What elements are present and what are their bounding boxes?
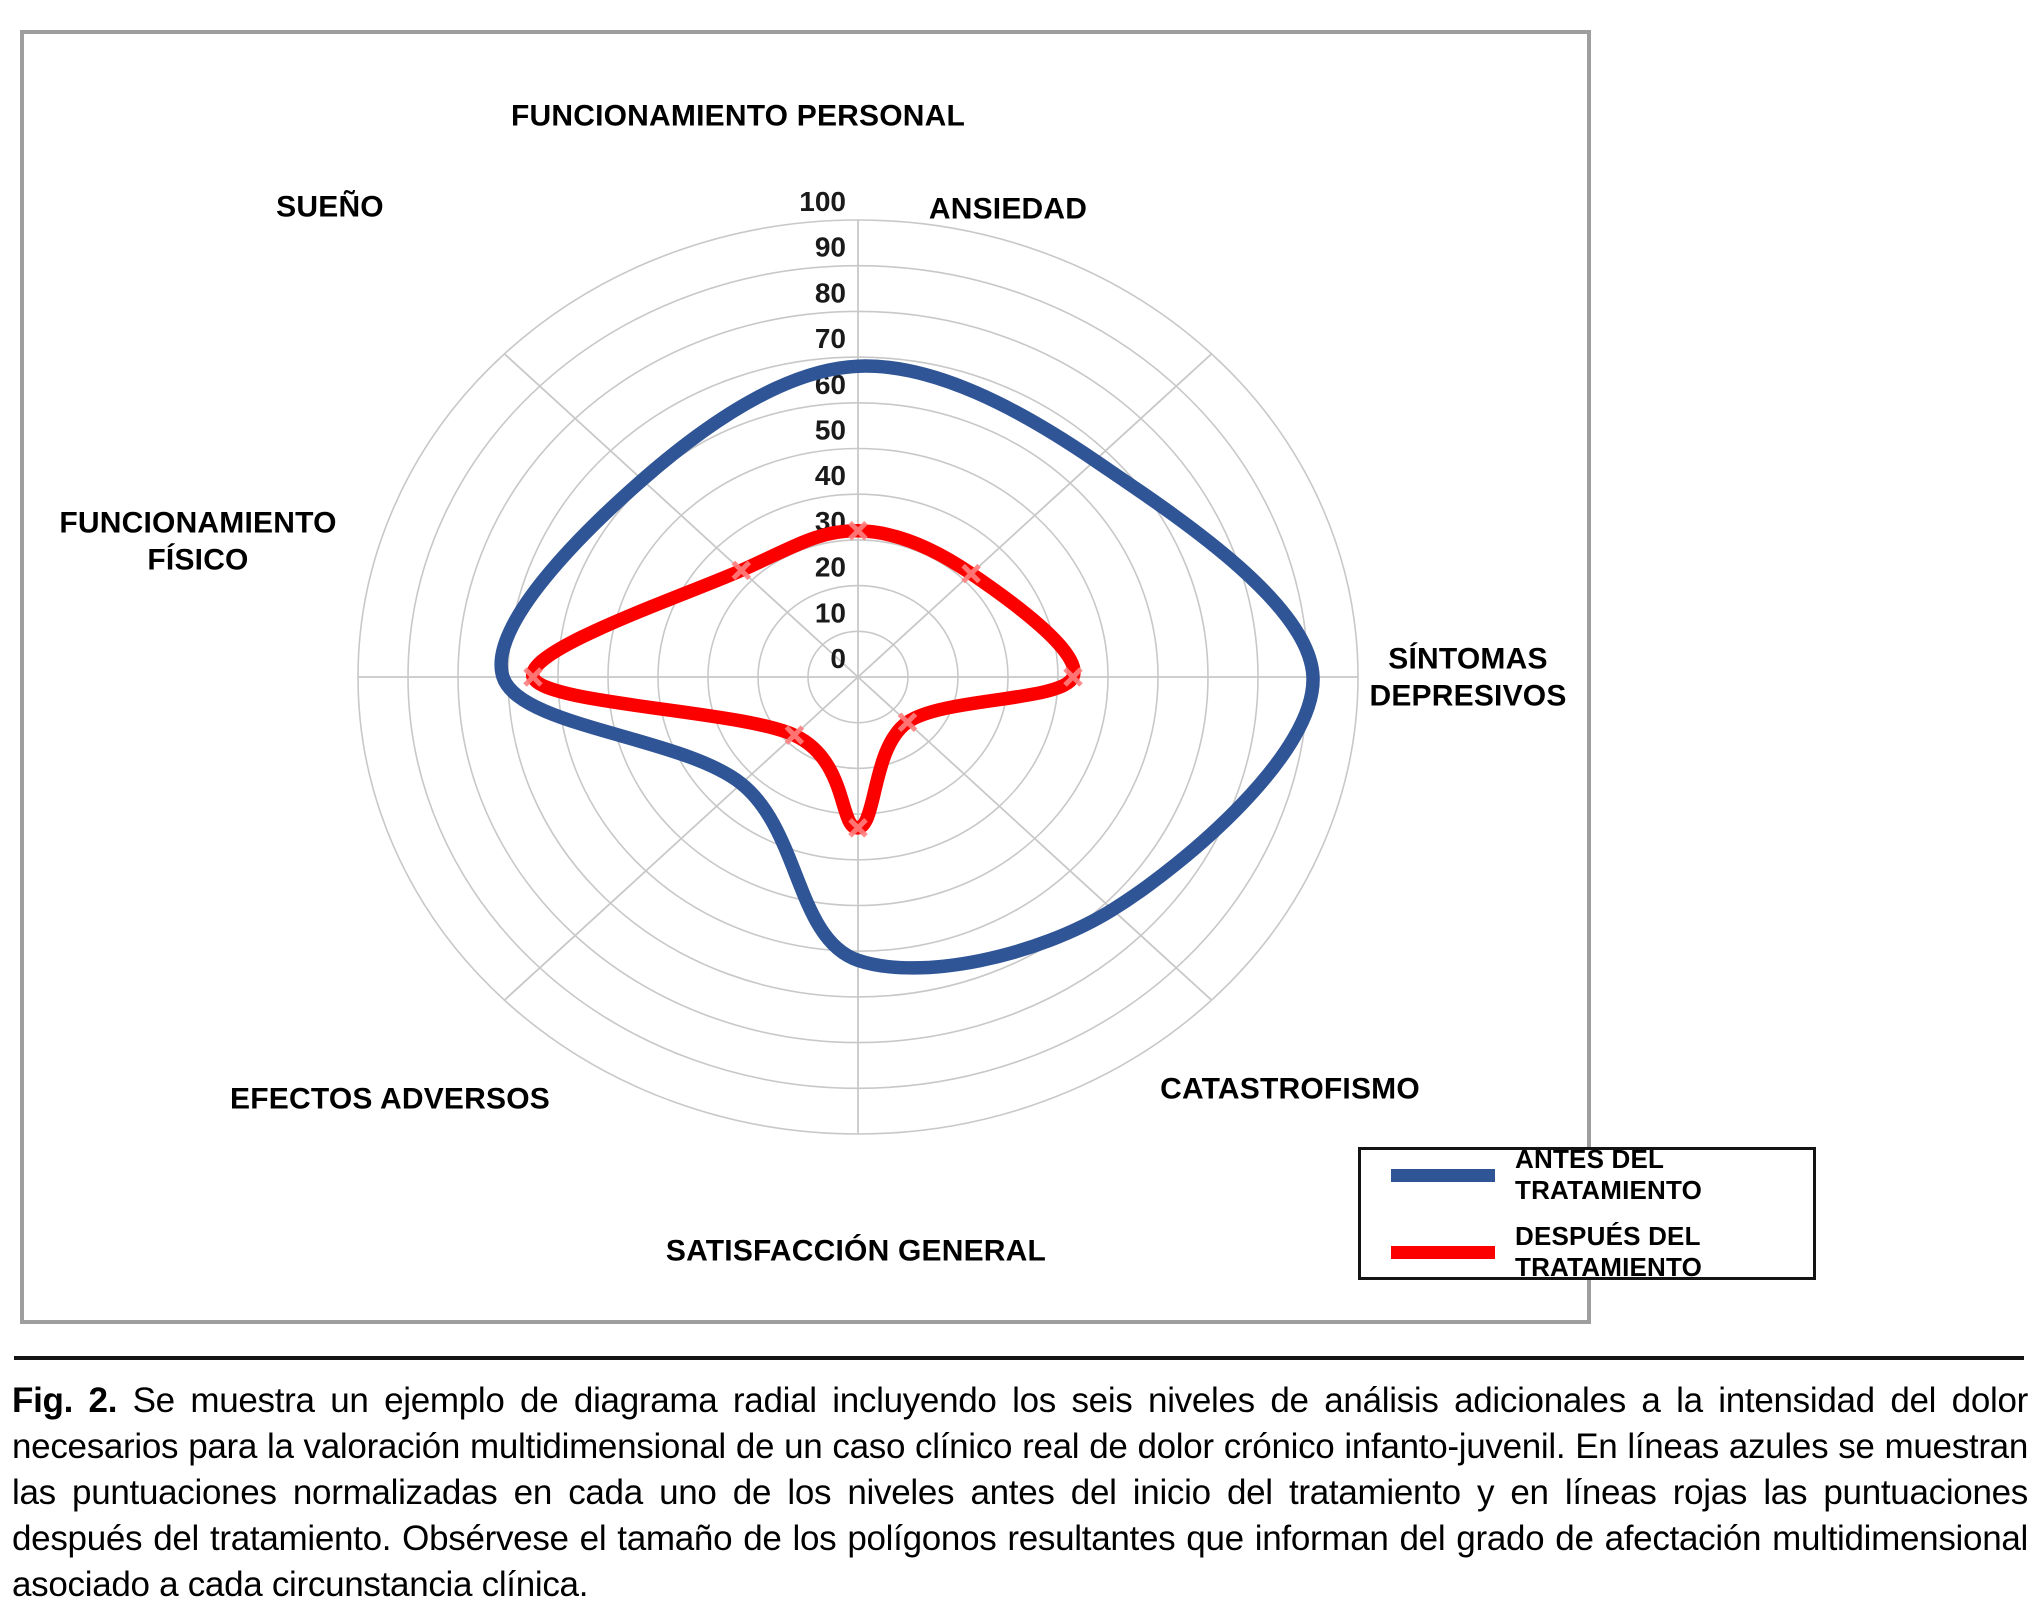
axis-label-satisfaccion-general: SATISFACCIÓN GENERAL bbox=[665, 1234, 1047, 1268]
series-despues-curve bbox=[526, 524, 1081, 835]
data-point-marker bbox=[1063, 667, 1083, 687]
radial-tick-label: 100 bbox=[799, 186, 846, 217]
data-point-marker bbox=[784, 725, 805, 745]
axis-label-efectos-adversos: EFECTOS ADVERSOS bbox=[230, 1082, 550, 1116]
axis-label-funcionamiento-personal: FUNCIONAMIENTO PERSONAL bbox=[510, 99, 966, 133]
data-point-marker bbox=[848, 520, 868, 541]
axis-label-sintomas-depresivos: SÍNTOMAS DEPRESIVOS bbox=[1369, 642, 1567, 712]
radial-tick-label: 0 bbox=[830, 643, 846, 674]
legend-label-despues: DESPUÉS DEL TRATAMIENTO bbox=[1515, 1221, 1703, 1282]
data-point-marker bbox=[961, 563, 981, 584]
radial-tick-label: 20 bbox=[815, 552, 846, 583]
legend-item-antes: ANTES DEL TRATAMIENTO bbox=[1391, 1144, 1813, 1206]
legend: ANTES DEL TRATAMIENTO DESPUÉS DEL TRATAM… bbox=[1358, 1144, 1816, 1283]
data-point-marker bbox=[523, 667, 543, 687]
figure-number: Fig. 2. bbox=[12, 1381, 118, 1420]
legend-line-blue bbox=[1391, 1168, 1495, 1182]
radial-tick-label: 50 bbox=[815, 415, 846, 446]
radial-tick-label: 10 bbox=[815, 597, 846, 628]
axis-spoke bbox=[857, 676, 1213, 1001]
axis-label-funcionamiento-fisico: FUNCIONAMIENTO FÍSICO bbox=[59, 506, 337, 576]
data-point-marker bbox=[731, 560, 752, 581]
radar-figure-panel: 0 10 20 30 40 50 60 70 80 90 100 bbox=[20, 30, 1591, 1324]
series-antes-curve bbox=[494, 359, 1320, 975]
axis-spoke bbox=[503, 676, 859, 1001]
data-point-marker bbox=[848, 818, 868, 838]
axis-label-ansiedad: ANSIEDAD bbox=[928, 192, 1088, 226]
caption-divider bbox=[14, 1356, 2024, 1360]
radial-tick-label: 80 bbox=[815, 277, 846, 308]
figure-caption: Fig. 2. Se muestra un ejemplo de diagram… bbox=[12, 1378, 2028, 1608]
radial-tick-label: 90 bbox=[815, 232, 846, 263]
legend-item-despues: DESPUÉS DEL TRATAMIENTO bbox=[1391, 1221, 1813, 1283]
radial-tick-label: 70 bbox=[815, 323, 846, 354]
caption-text: Se muestra un ejemplo de diagrama radial… bbox=[12, 1381, 2028, 1604]
legend-line-red bbox=[1391, 1245, 1495, 1259]
axis-label-catastrofismo: CATASTROFISMO bbox=[1160, 1072, 1420, 1106]
axis-label-sueno: SUEÑO bbox=[276, 190, 384, 224]
legend-label-antes: ANTES DEL TRATAMIENTO bbox=[1515, 1144, 1703, 1205]
axis-spoke bbox=[857, 353, 1213, 678]
radial-tick-label: 40 bbox=[815, 460, 846, 491]
data-point-marker bbox=[897, 712, 918, 733]
axis-spoke bbox=[503, 353, 859, 678]
